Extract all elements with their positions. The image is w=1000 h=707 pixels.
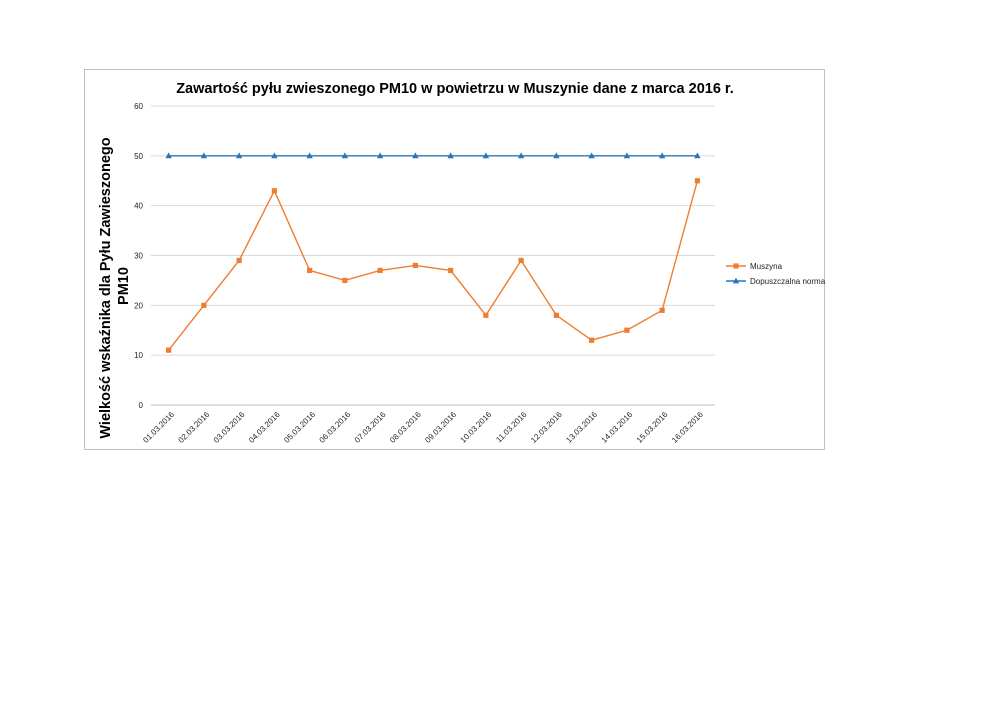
series-2 [165, 152, 701, 159]
x-tick-label: 06.03.2016 [318, 410, 353, 445]
x-tick-label: 08.03.2016 [388, 410, 423, 445]
data-point [412, 262, 418, 269]
legend-entry: Dopuszczalna norma [726, 277, 826, 286]
x-tick-label: 15.03.2016 [635, 410, 670, 445]
line-chart: Zawartość pyłu zwieszonego PM10 w powiet… [98, 81, 826, 445]
series-layer [165, 152, 701, 353]
data-point [306, 152, 313, 159]
data-point [342, 277, 348, 284]
data-point [236, 257, 242, 264]
x-tick-label: 07.03.2016 [353, 410, 388, 445]
x-tick-label: 11.03.2016 [494, 410, 529, 445]
data-point [694, 178, 700, 184]
x-tick-label: 04.03.2016 [247, 410, 282, 445]
data-point [589, 337, 595, 343]
x-tick-label: 03.03.2016 [212, 410, 247, 445]
data-point [307, 267, 313, 274]
data-point [659, 307, 665, 313]
x-tick-label: 01.03.2016 [141, 410, 176, 445]
y-tick-labels: 0 10 20 30 40 50 60 [134, 102, 143, 410]
data-point [733, 263, 739, 269]
data-point [553, 152, 560, 159]
x-tick-label: 12.03.2016 [529, 410, 564, 445]
data-point [623, 152, 631, 159]
data-point [447, 152, 454, 159]
x-tick-label: 16.03.2016 [670, 410, 705, 445]
y-tick-label: 60 [134, 102, 143, 111]
x-tick-label: 05.03.2016 [282, 410, 317, 445]
x-tick-label: 10.03.2016 [459, 410, 494, 445]
x-tick-label: 09.03.2016 [423, 410, 458, 445]
data-point [553, 312, 559, 318]
legend: Muszyna Dopuszczalna norma [726, 262, 826, 286]
data-point [271, 152, 278, 159]
data-point [624, 327, 630, 333]
data-point [271, 188, 277, 194]
data-point [201, 302, 207, 308]
series-line [168, 180, 699, 351]
data-point [412, 152, 419, 159]
x-tick-label: 14.03.2016 [600, 410, 635, 445]
data-point [658, 152, 666, 159]
series-1 [166, 178, 700, 353]
grid-lines [151, 105, 715, 406]
legend-entry: Muszyna [726, 262, 783, 271]
data-point [376, 152, 384, 159]
x-tick-label: 13.03.2016 [564, 410, 599, 445]
y-tick-label: 30 [134, 252, 143, 261]
data-point [166, 347, 172, 353]
y-axis-label-line-1: Wielkość wskaźnika dla Pyłu Zawieszonego [98, 137, 114, 438]
data-point [377, 267, 383, 274]
y-tick-label: 0 [139, 401, 144, 410]
data-point [165, 152, 172, 159]
y-axis-label-line-2: PM10 [116, 267, 132, 305]
data-point [341, 152, 349, 159]
data-point [588, 152, 595, 159]
y-tick-label: 10 [134, 351, 143, 360]
data-point [518, 257, 524, 264]
data-point [732, 277, 740, 284]
y-axis-label: Wielkość wskaźnika dla Pyłu Zawieszonego… [98, 133, 132, 438]
y-tick-label: 40 [134, 202, 143, 211]
data-point [483, 312, 489, 318]
data-point [235, 152, 243, 159]
chart-container: Zawartość pyłu zwieszonego PM10 w powiet… [84, 69, 826, 450]
x-tick-labels: 01.03.2016 02.03.2016 03.03.2016 04.03.2016… [141, 410, 705, 445]
legend-label: Muszyna [750, 262, 783, 271]
y-tick-label: 20 [134, 301, 143, 310]
chart-title: Zawartość pyłu zwieszonego PM10 w powiet… [176, 81, 734, 97]
data-point [200, 152, 208, 159]
data-point [448, 267, 454, 274]
x-tick-label: 02.03.2016 [177, 410, 212, 445]
data-point [517, 152, 525, 159]
data-point [482, 152, 490, 159]
data-point [694, 152, 701, 159]
legend-label: Dopuszczalna norma [750, 277, 826, 286]
y-tick-label: 50 [134, 152, 143, 161]
